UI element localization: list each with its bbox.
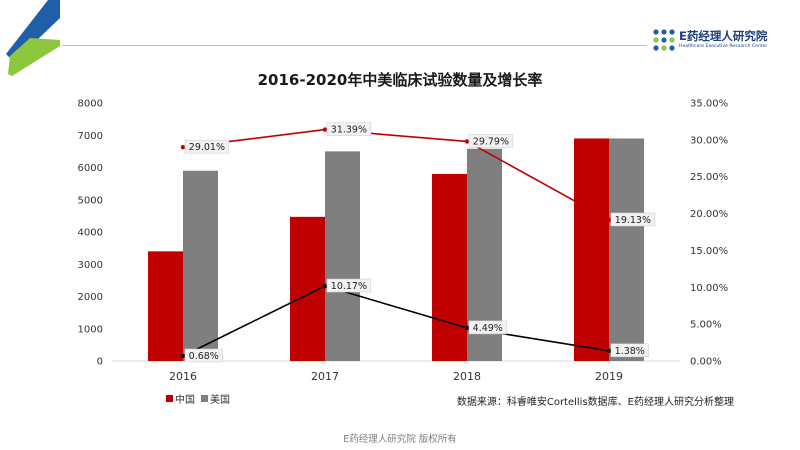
data-label-box [184,348,223,363]
data-label-box [468,134,514,148]
legend-label-china: 中国 [175,395,195,406]
y-left-tick-label: 3000 [78,260,103,271]
corner-decoration [6,0,60,76]
data-source-note: 数据来源：科睿唯安Cortellis数据库、E药经理人研究分析整理 [456,397,734,408]
data-label: 29.01% [189,142,225,153]
x-tick-label: 2018 [453,370,481,383]
logo-dots-icon [653,29,675,51]
y-left-tick-label: 8000 [78,99,103,110]
footer-copyright: E药经理人研究院 版权所有 [343,434,457,445]
data-label: 31.39% [331,125,367,136]
x-tick-label: 2017 [311,370,339,383]
data-label: 10.17% [331,281,367,292]
corner-green-stripe [8,38,60,76]
chart-title: 2016-2020年中美临床试验数量及增长率 [257,71,543,89]
legend-item-usa: 美国 [201,391,230,406]
y-right-tick-label: 20.00% [690,209,728,220]
data-label-box [326,122,372,136]
header-divider [62,45,647,46]
growth-point [606,348,612,354]
data-label: 4.49% [473,323,503,334]
growth-line-china [182,128,610,221]
growth-point [180,144,186,150]
bar-usa [609,138,644,361]
data-label-box [184,139,230,154]
y-left-tick-label: 4000 [78,228,103,239]
bar-china [574,138,609,361]
y-right-tick-label: 25.00% [690,172,728,183]
y-left-tick-label: 6000 [78,163,103,174]
data-label: 19.13% [615,215,651,226]
y-left-tick-label: 1000 [78,324,103,335]
y-right-tick-label: 30.00% [690,135,728,146]
x-tick-label: 2019 [595,370,623,383]
brand-subtitle: Healthcare Executive Research Center [679,44,768,49]
legend-swatch-china [166,395,173,402]
data-label: 0.68% [189,351,219,362]
bar-usa [325,151,360,361]
legend-swatch-usa [201,395,208,402]
bar-usa [183,170,218,361]
y-left-tick-label: 5000 [78,195,103,206]
growth-line-usa [182,285,610,357]
bar-china [148,251,183,361]
legend-item-china: 中国 [166,391,195,406]
y-left-tick-label: 7000 [78,131,103,142]
data-label-box [468,320,507,335]
growth-point [322,283,328,289]
data-label: 1.38% [615,346,645,357]
corner-blue-stripe [6,0,60,62]
y-left-tick-label: 0 [97,357,103,368]
growth-point [464,325,470,331]
bar-china [432,173,467,361]
y-left-tick-label: 2000 [78,292,103,303]
legend-label-usa: 美国 [210,395,230,406]
growth-point [606,217,612,223]
y-right-tick-label: 0.00% [690,357,722,368]
growth-point [322,127,328,132]
brand-logo: E药经理人研究院 Healthcare Executive Research C… [652,26,792,56]
data-label-box [610,212,656,227]
data-label-box [326,278,372,293]
y-right-tick-label: 35.00% [690,99,728,110]
y-right-tick-label: 10.00% [690,283,728,294]
y-right-tick-label: 5.00% [690,320,722,331]
growth-point [464,139,470,144]
y-right-tick-label: 15.00% [690,246,728,257]
brand-name: E药经理人研究院 [679,29,768,43]
chart-legend: 中国 美国 [166,391,236,406]
data-label: 29.79% [473,136,509,147]
data-label-box [610,343,649,358]
growth-point [180,353,186,359]
x-tick-label: 2016 [169,370,197,383]
